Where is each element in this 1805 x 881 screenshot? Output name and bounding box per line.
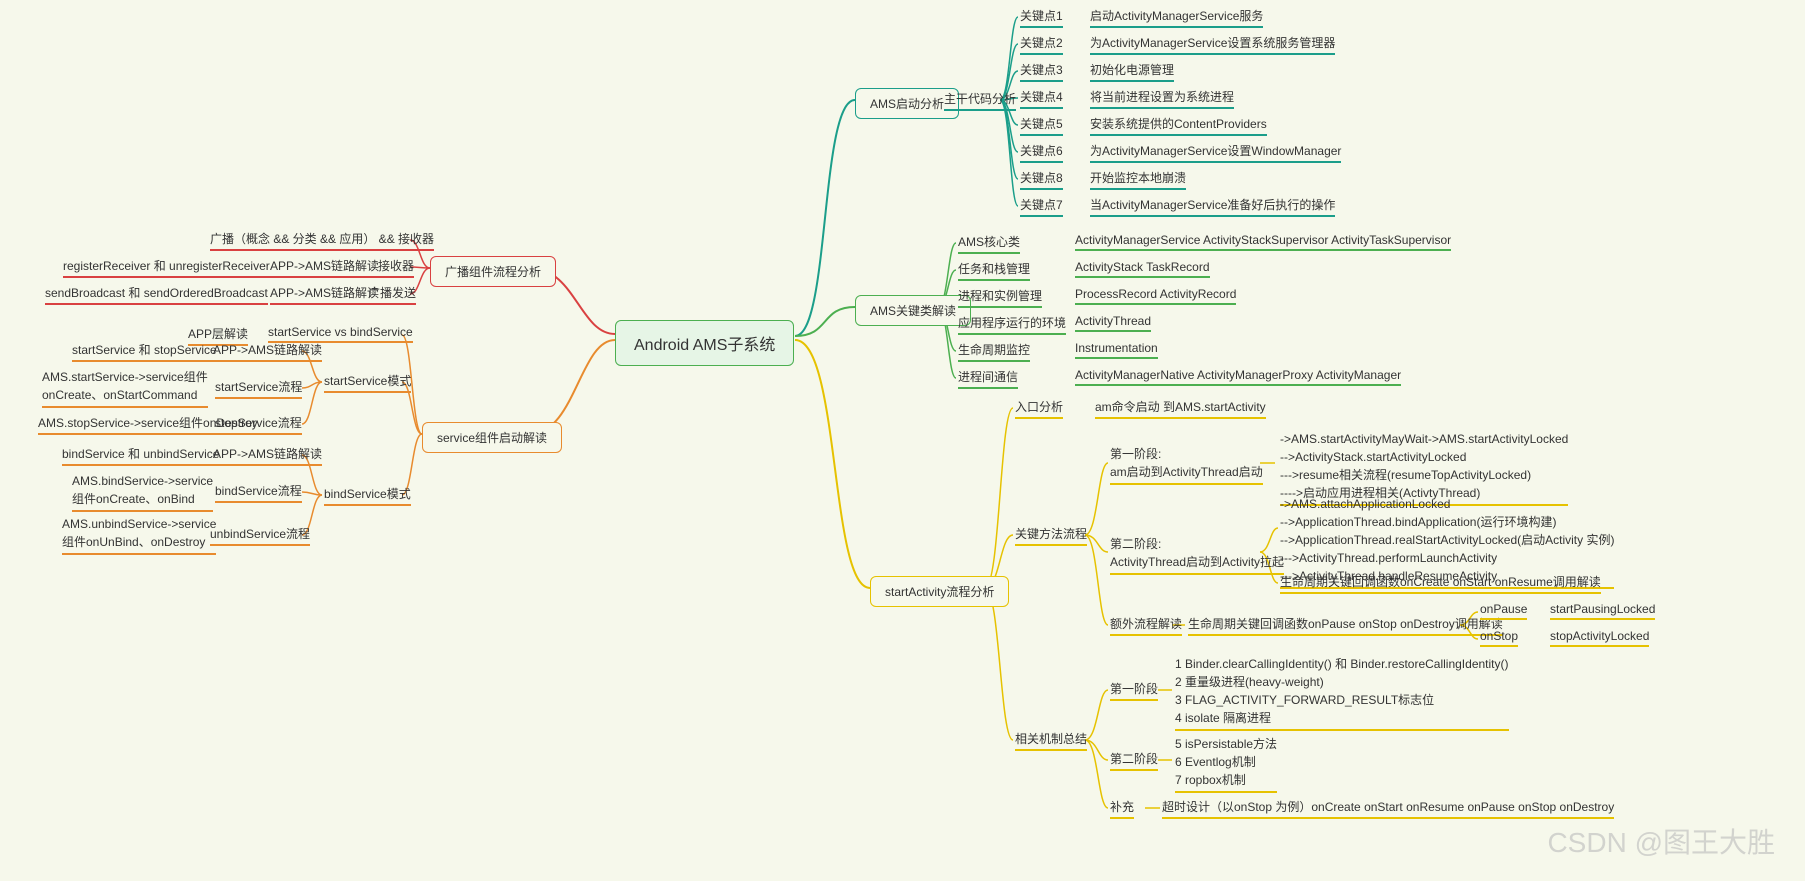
- ams-start-val: 为ActivityManagerService设置WindowManager: [1090, 142, 1341, 163]
- bc-1b: APP->AMS链路解读: [270, 257, 379, 278]
- branch-service[interactable]: service组件启动解读: [422, 422, 562, 453]
- ams-start-val: 开始监控本地崩溃: [1090, 169, 1186, 190]
- svc-s0b: APP->AMS链路解读: [213, 341, 322, 362]
- ams-keys-key: 生命周期监控: [958, 341, 1030, 362]
- bc-1a: registerReceiver 和 unregisterReceiver: [63, 257, 270, 278]
- bc-1c: 接收器: [378, 257, 414, 278]
- broadcast-label: 广播组件流程分析: [445, 265, 541, 279]
- watermark: CSDN @图王大胜: [1547, 821, 1775, 861]
- ams-keys-val: Instrumentation: [1075, 341, 1158, 359]
- svc-b0b: APP->AMS链路解读: [213, 445, 322, 466]
- root-node[interactable]: Android AMS子系统: [615, 320, 794, 366]
- svc-b2b: unbindService流程: [210, 525, 310, 546]
- ams-keys-val: ActivityManagerService ActivityStackSupe…: [1075, 233, 1451, 251]
- svc-b1a: AMS.bindService->service 组件onCreate、onBi…: [72, 472, 213, 512]
- sa-summary: 相关机制总结: [1015, 730, 1087, 751]
- ams-start-val: 启动ActivityManagerService服务: [1090, 7, 1263, 28]
- ams-start-label: AMS启动分析: [870, 97, 944, 111]
- sa-phase2-k: 第二阶段: ActivityThread启动到Activity拉起: [1110, 535, 1284, 575]
- sa-sum-extrav: 超时设计（以onStop 为例）onCreate onStart onResum…: [1162, 798, 1614, 819]
- ams-start-key: 关键点5: [1020, 115, 1063, 136]
- ams-keys-key: 应用程序运行的环境: [958, 314, 1066, 335]
- ams-start-val: 初始化电源管理: [1090, 61, 1174, 82]
- bc-2b: APP->AMS链路解读: [270, 284, 379, 305]
- ams-keys-label: AMS关键类解读: [870, 304, 956, 318]
- sa-pause-0k: onPause: [1480, 602, 1527, 620]
- svc-b0a: bindService 和 unbindService: [62, 445, 219, 466]
- ams-start-key: 关键点7: [1020, 196, 1063, 217]
- svc-s0a: startService 和 stopService: [72, 341, 217, 362]
- ams-keys-val: ActivityThread: [1075, 314, 1151, 332]
- ams-start-sub: 主干代码分析: [944, 90, 1016, 111]
- ams-start-key: 关键点8: [1020, 169, 1063, 190]
- bc-0a: 广播（概念 && 分类 && 应用） && 接收器: [210, 230, 434, 251]
- sa-extraflow-k: 额外流程解读: [1110, 615, 1182, 636]
- ams-start-val: 为ActivityManagerService设置系统服务管理器: [1090, 34, 1335, 55]
- sa-pause-1v: stopActivityLocked: [1550, 629, 1649, 647]
- svc-s2a: AMS.stopService->service组件onDestroy: [38, 414, 258, 435]
- sa-phase2-extra: 生命周期关键回调函数onCreate onStart onResume调用解读: [1280, 573, 1601, 594]
- service-label: service组件启动解读: [437, 431, 547, 445]
- sa-entry-k: 入口分析: [1015, 398, 1063, 419]
- ams-keys-key: 进程间通信: [958, 368, 1018, 389]
- svc-startmode: startService模式: [324, 372, 411, 393]
- ams-keys-val: ActivityStack TaskRecord: [1075, 260, 1210, 278]
- root-label: Android AMS子系统: [634, 337, 775, 354]
- sa-phase1-k: 第一阶段: am启动到ActivityThread启动: [1110, 445, 1263, 485]
- ams-keys-key: AMS核心类: [958, 233, 1020, 254]
- sa-sum-p2l: 5 isPersistable方法 6 Eventlog机制 7 ropbox机…: [1175, 735, 1277, 793]
- sa-extraflow-v: 生命周期关键回调函数onPause onStop onDestroy调用解读: [1188, 615, 1503, 636]
- branch-broadcast[interactable]: 广播组件流程分析: [430, 256, 556, 287]
- sa-entry-v: am命令启动 到AMS.startActivity: [1095, 398, 1266, 419]
- ams-start-val: 安装系统提供的ContentProviders: [1090, 115, 1267, 136]
- ams-start-key: 关键点2: [1020, 34, 1063, 55]
- start-activity-label: startActivity流程分析: [885, 585, 994, 599]
- svc-s1b: startService流程: [215, 378, 302, 399]
- ams-keys-val: ActivityManagerNative ActivityManagerPro…: [1075, 368, 1401, 386]
- ams-start-key: 关键点6: [1020, 142, 1063, 163]
- svc-b1b: bindService流程: [215, 482, 302, 503]
- ams-keys-key: 进程和实例管理: [958, 287, 1042, 308]
- ams-start-key: 关键点3: [1020, 61, 1063, 82]
- ams-keys-key: 任务和栈管理: [958, 260, 1030, 281]
- sa-sum-extrak: 补充: [1110, 798, 1134, 819]
- sa-pause-0v: startPausingLocked: [1550, 602, 1655, 620]
- branch-ams-keys[interactable]: AMS关键类解读: [855, 295, 971, 326]
- svc-s1a: AMS.startService->service组件 onCreate、onS…: [42, 368, 208, 408]
- ams-start-val: 当ActivityManagerService准备好后执行的操作: [1090, 196, 1335, 217]
- ams-keys-val: ProcessRecord ActivityRecord: [1075, 287, 1236, 305]
- svc-b2a: AMS.unbindService->service 组件onUnBind、on…: [62, 515, 216, 555]
- bc-2a: sendBroadcast 和 sendOrderedBroadcast: [45, 284, 268, 305]
- ams-start-key: 关键点4: [1020, 88, 1063, 109]
- sa-sum-p1k: 第一阶段: [1110, 680, 1158, 701]
- sa-keyflow: 关键方法流程: [1015, 525, 1087, 546]
- sa-sum-p1l: 1 Binder.clearCallingIdentity() 和 Binder…: [1175, 655, 1509, 731]
- ams-start-val: 将当前进程设置为系统进程: [1090, 88, 1234, 109]
- branch-start-activity[interactable]: startActivity流程分析: [870, 576, 1009, 607]
- sa-pause-1k: onStop: [1480, 629, 1518, 647]
- ams-start-key: 关键点1: [1020, 7, 1063, 28]
- svc-bindmode: bindService模式: [324, 485, 411, 506]
- sa-sum-p2k: 第二阶段: [1110, 750, 1158, 771]
